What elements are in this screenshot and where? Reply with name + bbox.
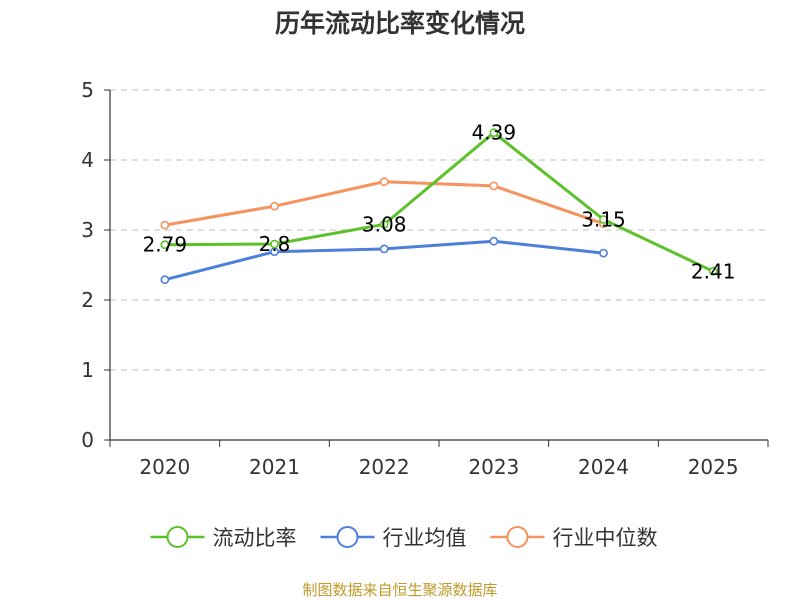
legend[interactable]: 流动比率 行业均值 行业中位数 xyxy=(150,526,658,550)
series-point-2 xyxy=(160,220,170,230)
legend-item[interactable]: 流动比率 xyxy=(150,526,297,550)
y-tick-label: 3 xyxy=(81,218,94,242)
data-label: 2.79 xyxy=(143,233,188,257)
series-point-1 xyxy=(599,248,608,258)
legend-marker xyxy=(506,526,529,548)
series-point-0 xyxy=(489,128,499,138)
legend-item[interactable]: 行业均值 xyxy=(320,526,467,550)
y-tick-label: 2 xyxy=(81,288,94,312)
series-point-0 xyxy=(160,240,170,250)
data-labels: 2.79 2.8 3.08 4.39 3.15 2.41 xyxy=(143,121,736,284)
legend-label: 行业中位数 xyxy=(553,526,658,550)
series-point-1 xyxy=(379,244,389,254)
series-point-1 xyxy=(160,275,170,285)
y-tick-label: 1 xyxy=(81,358,94,382)
data-label: 3.08 xyxy=(362,212,407,236)
chart-title: 历年流动比率变化情况 xyxy=(274,9,525,38)
series-point-0 xyxy=(599,215,608,224)
x-tick-label: 2020 xyxy=(139,455,190,479)
legend-marker xyxy=(336,526,359,548)
series-line-0 xyxy=(164,131,714,273)
data-label: 2.8 xyxy=(259,232,291,256)
series-lines xyxy=(160,128,718,285)
x-tick-label: 2024 xyxy=(578,455,629,479)
data-label: 4.39 xyxy=(472,121,517,145)
data-label: 2.41 xyxy=(691,259,736,283)
x-tick-label: 2021 xyxy=(249,455,300,479)
x-tick-label: 2025 xyxy=(688,455,739,479)
axes: 0 1 2 3 4 5 2020 2021 2022 2023 2024 2025 xyxy=(81,78,769,479)
series-point-0 xyxy=(270,239,279,249)
legend-label: 流动比率 xyxy=(213,526,297,550)
series-point-2 xyxy=(379,177,389,187)
x-tick-label: 2023 xyxy=(468,455,519,479)
y-tick-label: 0 xyxy=(81,428,94,452)
source-note: 制图数据来自恒生聚源数据库 xyxy=(302,581,498,599)
x-tick-label: 2022 xyxy=(359,455,410,479)
series-point-0 xyxy=(379,219,389,229)
series-point-2 xyxy=(270,201,279,211)
data-label: 3.15 xyxy=(581,208,626,232)
y-tick-label: 4 xyxy=(81,148,94,172)
series-point-0 xyxy=(708,266,718,276)
legend-marker xyxy=(166,526,189,548)
grid-lines xyxy=(110,89,768,371)
legend-label: 行业均值 xyxy=(383,526,467,550)
series-point-2 xyxy=(489,181,499,191)
y-tick-label: 5 xyxy=(81,78,94,102)
legend-item[interactable]: 行业中位数 xyxy=(490,526,658,550)
series-point-1 xyxy=(489,236,499,246)
